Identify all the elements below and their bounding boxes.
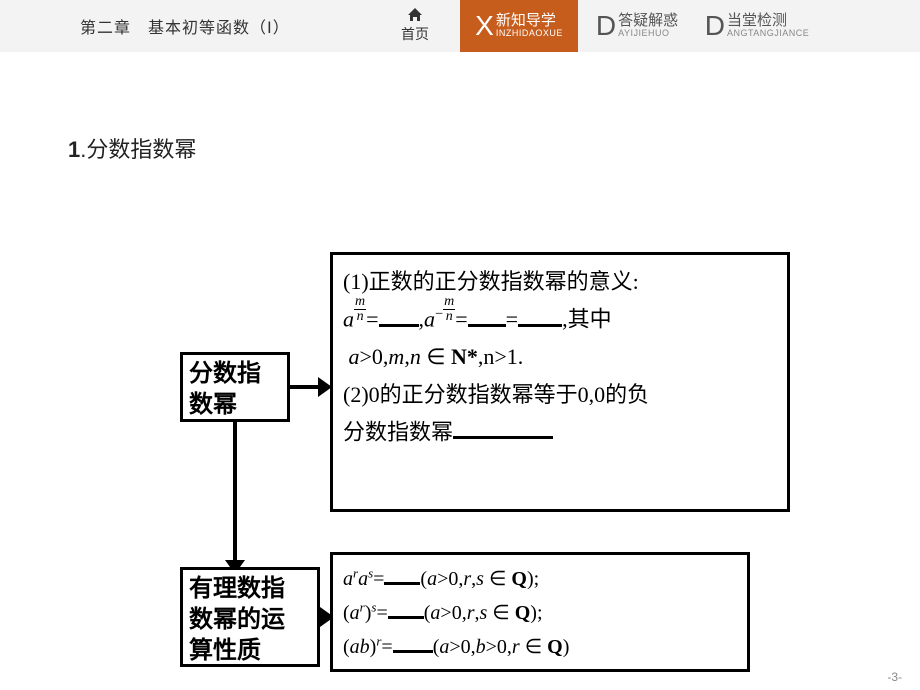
chapter-title: 第二章 基本初等函数（Ⅰ）	[0, 14, 370, 38]
def-line2: amn=,a−mn==,其中	[343, 300, 777, 338]
heading-text: 分数指数幂	[86, 137, 196, 162]
tab-py: ANGTANGJIANCE	[727, 29, 809, 39]
concept-diagram: 分数指 数幂 有理数指 数幂的运 算性质 (1)正数的正分数指数幂的意义: am…	[140, 202, 800, 682]
tab-letter: D	[705, 12, 725, 40]
tab-dayijie[interactable]: D 答疑解惑 AYIJIEHUO	[578, 0, 696, 52]
blank	[384, 561, 420, 585]
blank	[388, 595, 424, 619]
topbar: 第二章 基本初等函数（Ⅰ） 首页 X 新知导学 INZHIDAOXUE D 答疑…	[0, 0, 920, 52]
box-rules: aras=(a>0,r,s ∈ Q); (ar)s=(a>0,r,s ∈ Q);…	[330, 552, 750, 672]
rule-1: aras=(a>0,r,s ∈ Q);	[343, 561, 737, 595]
connector-vertical	[233, 422, 237, 567]
blank	[393, 629, 433, 653]
def-line3: a>0,m,n ∈ N*,n>1.	[343, 338, 777, 375]
box-fraction-exp: 分数指 数幂	[180, 352, 290, 422]
connector-h1	[290, 385, 320, 389]
tab-cn: 新知导学	[496, 13, 563, 30]
page-number: -3-	[887, 670, 902, 684]
def-line5: 分数指数幂	[343, 413, 777, 451]
tab-cn: 答疑解惑	[618, 13, 678, 30]
tab-py: INZHIDAOXUE	[496, 29, 563, 39]
tab-letter: X	[475, 12, 494, 40]
tab-xinzhi[interactable]: X 新知导学 INZHIDAOXUE	[460, 0, 578, 52]
section-heading: 1.分数指数幂	[68, 132, 196, 164]
box-rational-ops: 有理数指 数幂的运 算性质	[180, 567, 320, 667]
rule-2: (ar)s=(a>0,r,s ∈ Q);	[343, 595, 737, 629]
home-icon	[407, 8, 423, 22]
rule-3: (ab)r=(a>0,b>0,r ∈ Q)	[343, 629, 737, 663]
home-label: 首页	[401, 24, 429, 44]
blank	[379, 300, 419, 326]
blank	[518, 300, 562, 326]
tab-letter: D	[596, 12, 616, 40]
box-definition: (1)正数的正分数指数幂的意义: amn=,a−mn==,其中 a>0,m,n …	[330, 252, 790, 512]
tab-dangtang[interactable]: D 当堂检测 ANGTANGJIANCE	[696, 0, 818, 52]
tab-cn: 当堂检测	[727, 13, 809, 30]
blank	[453, 413, 553, 439]
def-line4: (2)0的正分数指数幂等于0,0的负	[343, 376, 777, 413]
blank	[468, 300, 506, 326]
heading-number: 1	[68, 137, 80, 162]
tab-py: AYIJIEHUO	[618, 29, 678, 39]
def-line1: (1)正数的正分数指数幂的意义:	[343, 263, 777, 300]
home-button[interactable]: 首页	[370, 8, 460, 44]
